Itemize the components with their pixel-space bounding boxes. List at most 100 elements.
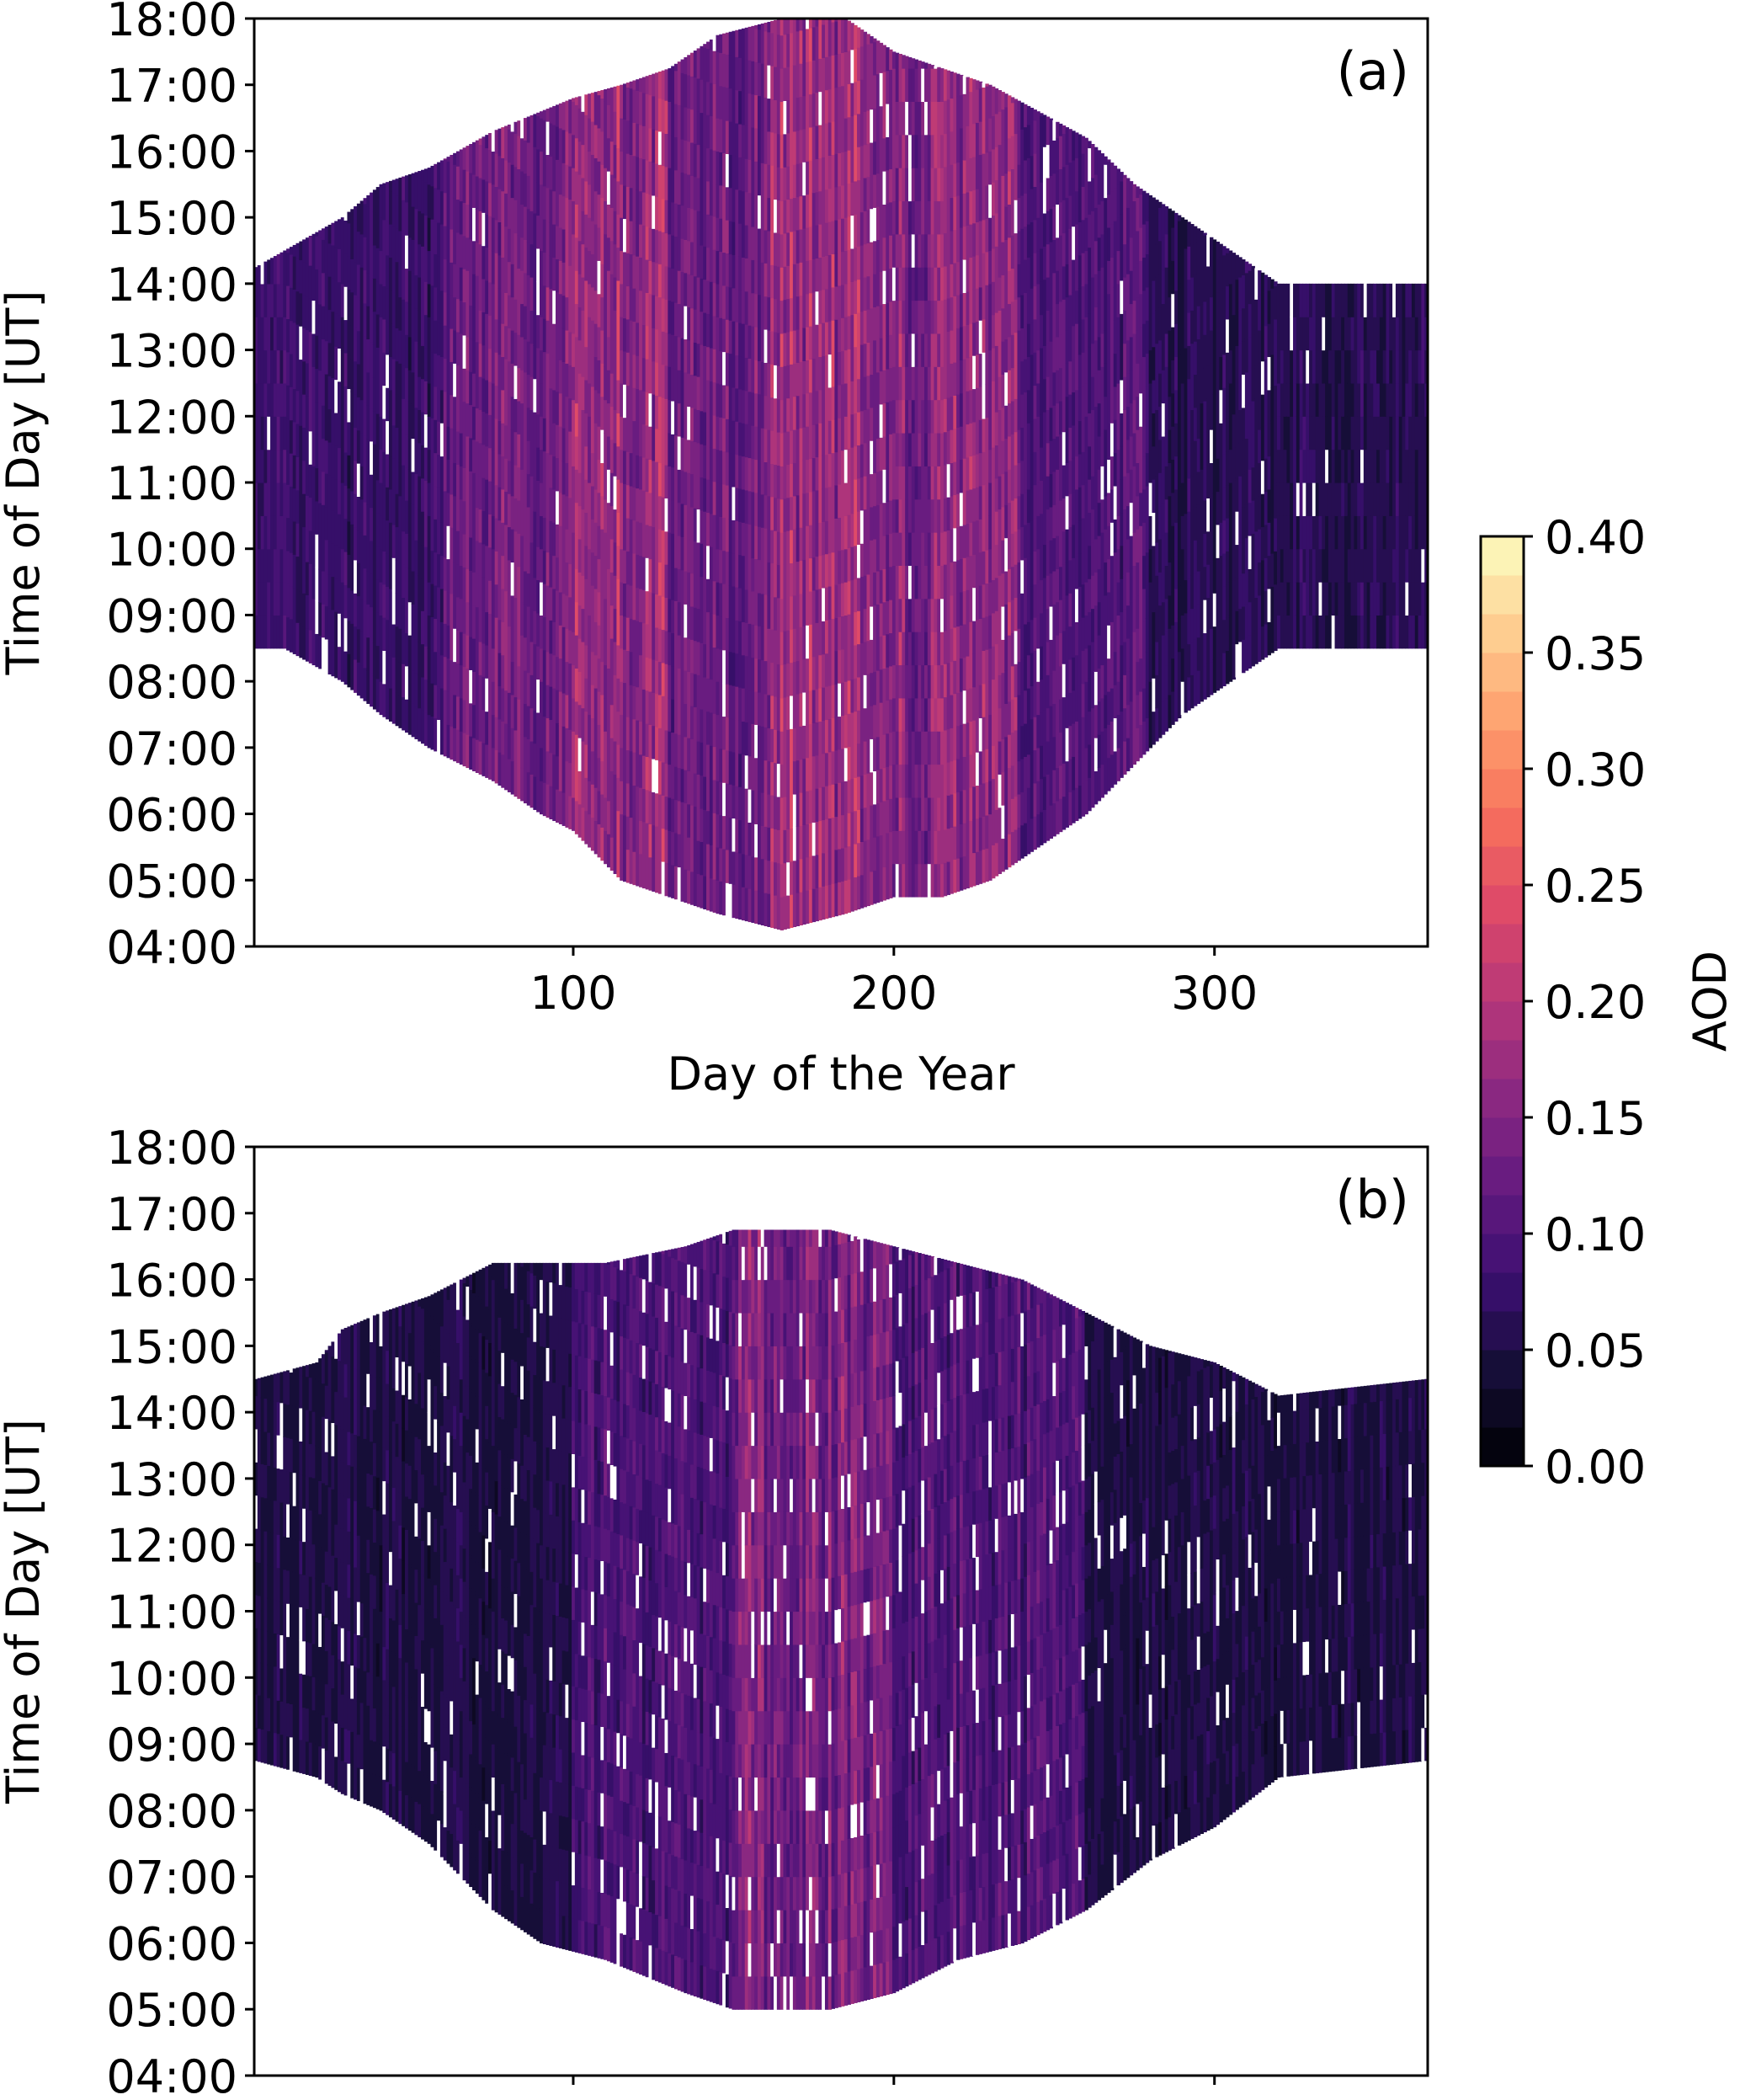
heat-cell [907,466,913,500]
heat-cell [372,189,377,213]
heat-cell [706,644,710,679]
heat-cell [902,399,906,434]
heat-cell [263,382,268,417]
heat-cell [735,487,739,521]
heat-cell [673,501,678,536]
heat-cell [898,664,902,699]
heat-cell [751,657,755,691]
heat-cell [703,378,707,413]
heat-cell [556,391,560,425]
heat-cell [950,760,954,795]
heat-cell [430,450,434,485]
heat-cell [609,141,615,175]
heat-cell [712,813,717,847]
heat-cell [927,432,932,466]
heat-cell [689,706,694,739]
heat-cell [927,598,932,632]
heat-cell [604,697,608,732]
heat-cell [539,781,544,815]
heat-cell [905,565,909,600]
heat-cell [841,417,845,451]
heat-cell [972,720,976,754]
heat-cell [719,119,723,153]
heat-cell [482,378,486,412]
heat-cell [334,312,338,347]
heat-cell [716,51,720,86]
heat-cell [796,528,801,562]
heat-cell [873,637,877,672]
heat-cell [859,344,865,378]
heat-cell [561,527,567,562]
heat-cell [475,540,480,574]
heat-cell [411,173,416,207]
heat-cell [616,777,620,812]
heat-cell [857,544,861,578]
heat-cell [873,173,877,208]
heat-cell [418,409,422,444]
heat-cell [471,439,476,473]
heat-cell [706,777,710,812]
heat-cell [824,288,829,322]
heat-cell [350,656,354,690]
heat-cell [648,327,652,360]
heat-cell [652,427,656,461]
heat-cell [588,349,592,384]
heat-cell [696,111,701,146]
heat-cell [453,363,457,397]
heat-cell [748,755,752,790]
heat-cell [427,250,432,285]
heat-cell [834,617,838,652]
heat-cell [700,410,704,445]
heat-cell [462,169,466,204]
heat-cell [648,558,652,593]
heat-cell [870,573,874,607]
heat-cell [427,349,432,384]
heat-cell [815,589,819,623]
heat-cell [760,195,765,230]
heat-cell [600,495,604,530]
heat-cell [402,176,406,200]
heat-cell [950,230,954,264]
heat-cell [652,658,656,693]
heat-cell [838,782,842,817]
heat-cell [331,609,335,643]
heat-cell [741,224,746,258]
heat-cell [308,530,313,564]
heat-cell [735,354,739,389]
heat-cell [847,481,852,515]
heat-cell [606,303,611,338]
heat-cell [507,427,512,461]
heat-cell [523,173,528,207]
heat-cell [706,678,710,712]
heat-cell [350,358,354,392]
heat-cell [641,225,647,259]
heat-cell [687,605,691,639]
heat-cell [930,565,935,600]
heat-cell [684,703,688,738]
heat-cell [741,323,746,358]
heat-cell [689,672,694,706]
heat-cell [276,253,281,285]
heat-cell [680,338,684,372]
heat-cell [405,175,409,203]
heat-cell [767,893,771,927]
heat-cell [366,670,370,704]
heat-cell [363,369,367,403]
heat-cell [318,602,322,637]
heat-cell [693,51,698,78]
heat-cell [873,439,877,473]
heat-cell [950,529,954,563]
heat-cell [693,109,698,144]
heat-cell [636,753,640,787]
heat-cell [469,736,473,770]
heat-cell [657,264,662,298]
heat-cell [895,632,900,666]
heat-cell [267,515,271,550]
heat-cell [613,376,617,411]
heat-cell [315,335,319,370]
heat-cell [455,696,460,730]
heat-cell [728,221,733,255]
heat-cell [882,668,886,702]
heat-cell [719,814,723,849]
heat-cell [827,221,833,256]
